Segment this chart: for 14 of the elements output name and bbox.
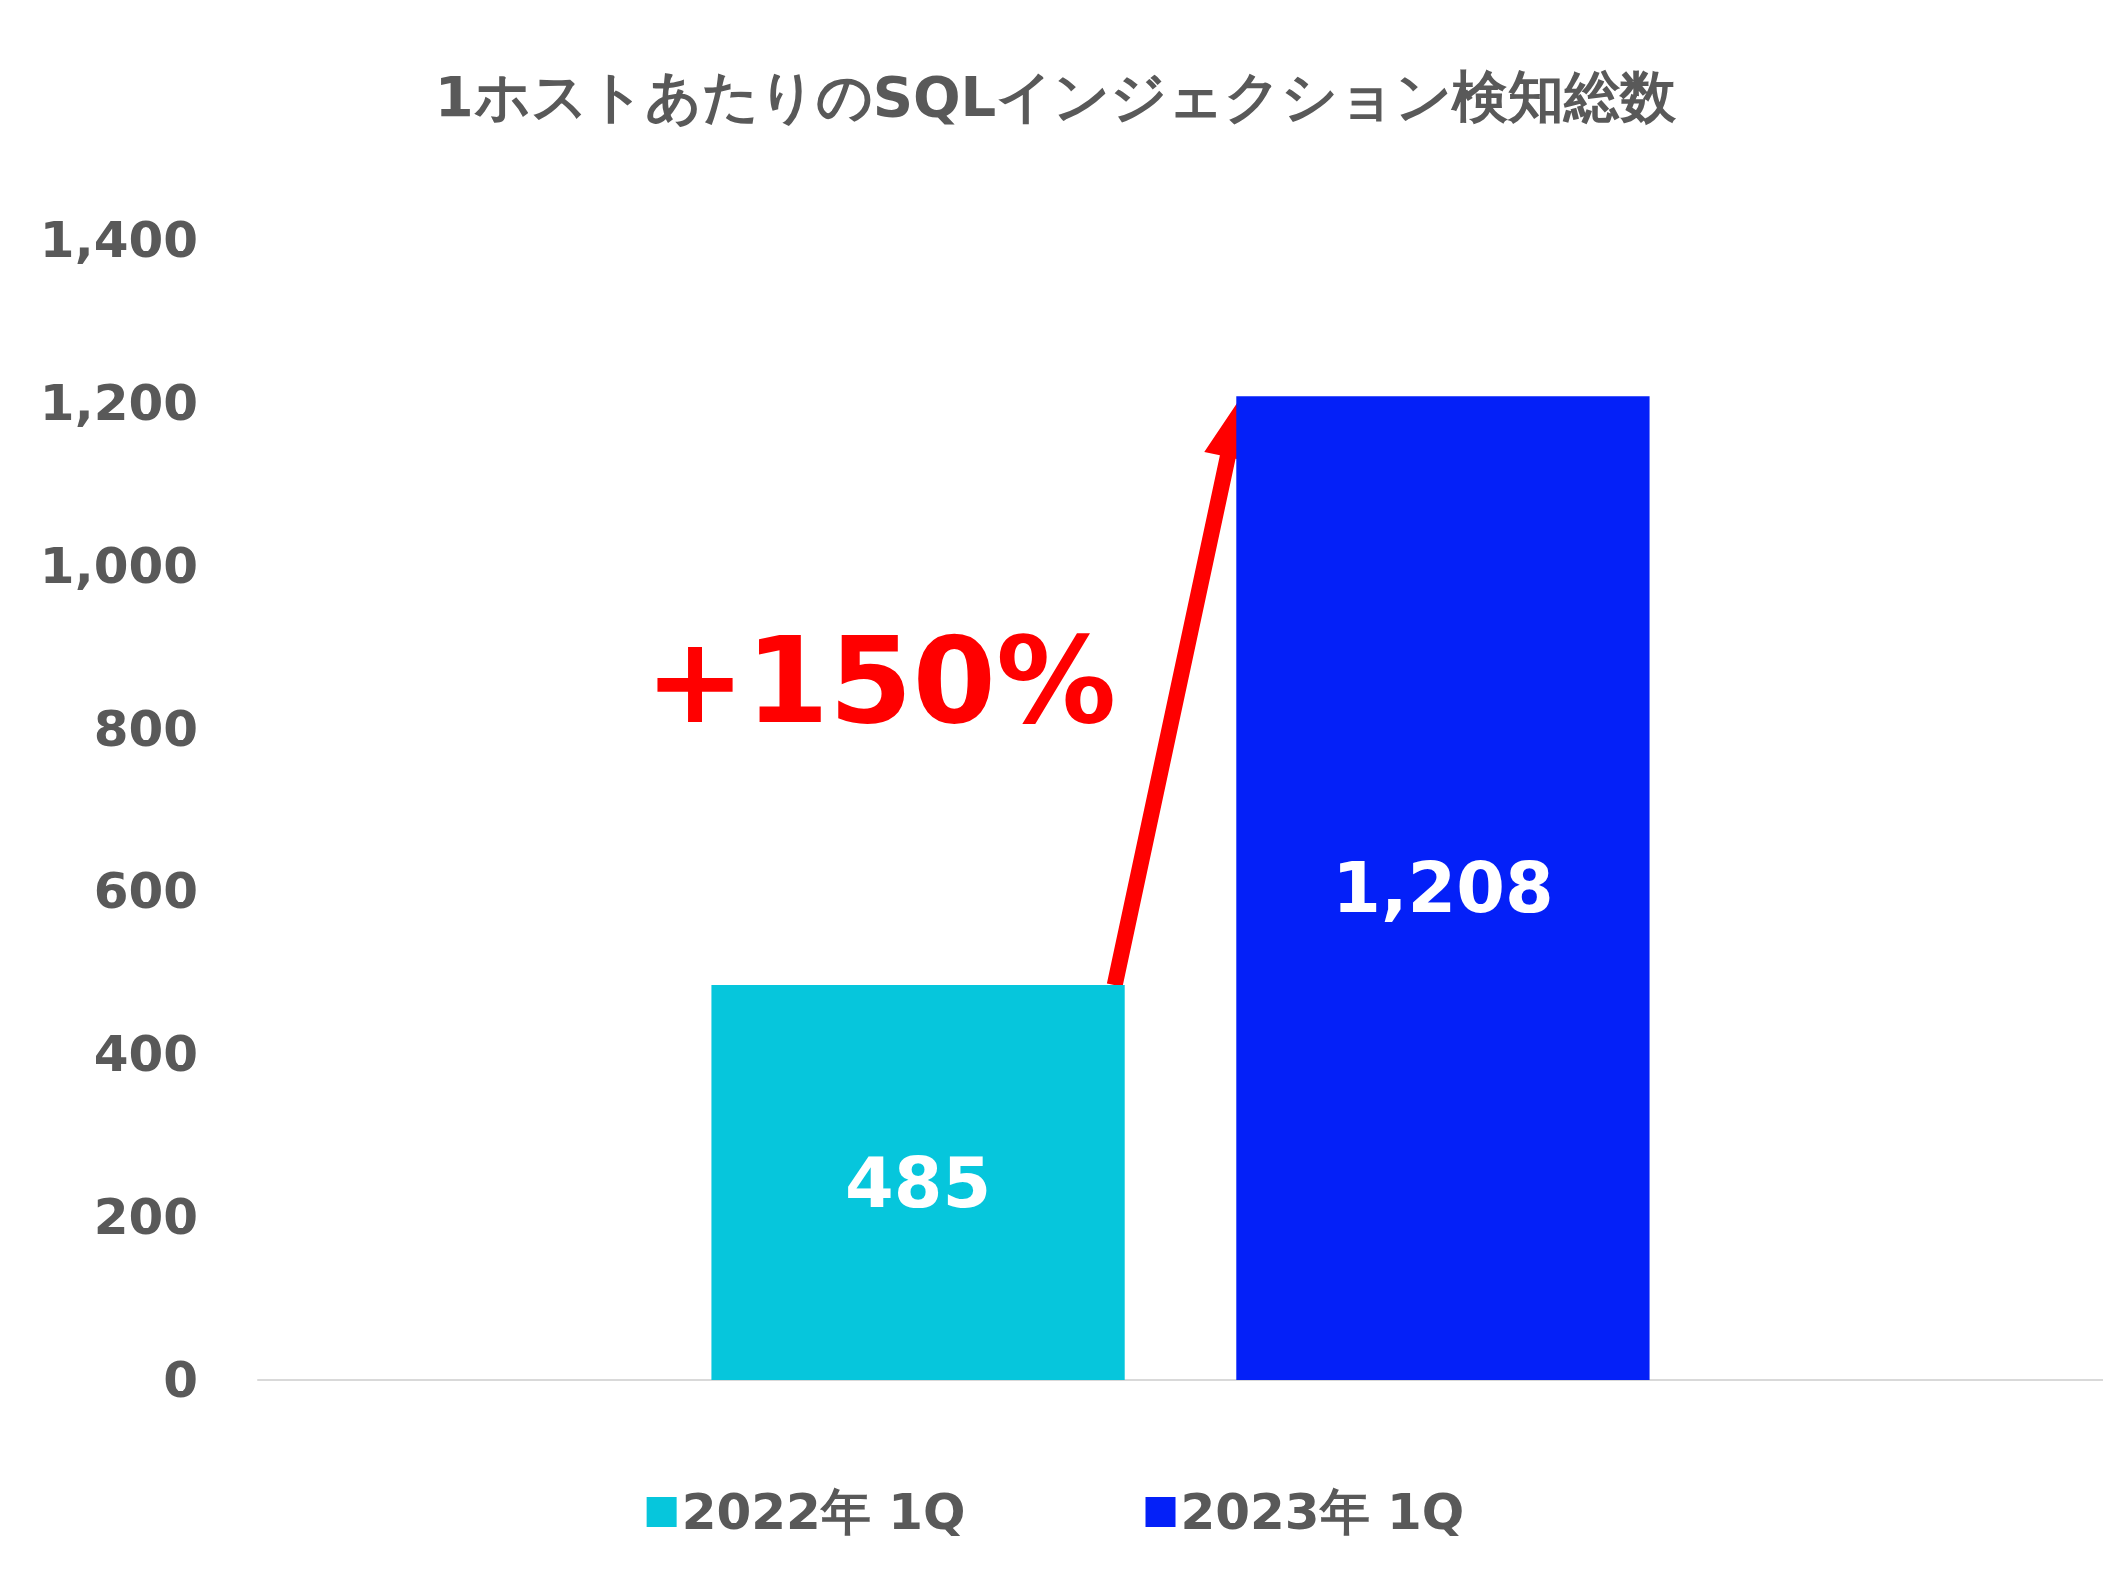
legend-label: 2023年 1Q [1180,1483,1465,1541]
y-tick-label: 200 [93,1188,198,1247]
y-tick-label: 1,000 [39,536,198,595]
data-label: 485 [845,1141,992,1224]
y-tick-label: 0 [163,1351,198,1409]
y-tick-label: 1,200 [39,373,198,432]
y-tick-label: 800 [93,699,198,758]
y-tick-label: 1,400 [39,211,198,269]
legend-label: 2022年 1Q [681,1483,966,1541]
data-label: 1,208 [1332,847,1554,930]
y-tick-label: 400 [93,1025,198,1084]
annotation: +150% [644,611,1117,751]
y-tick-label: 600 [93,862,198,921]
chart-title: 1ホストあたりのSQLインジェクション検知総数 [434,63,1678,129]
